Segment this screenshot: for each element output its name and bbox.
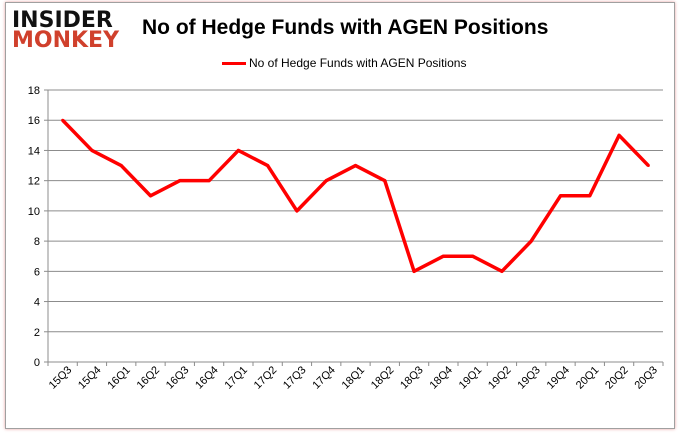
x-tick-label: 18Q4 [427, 364, 455, 392]
data-point [119, 164, 123, 168]
x-tick-label: 20Q1 [574, 364, 602, 392]
legend-label: No of Hedge Funds with AGEN Positions [249, 56, 467, 70]
x-tick-label: 16Q4 [193, 364, 221, 392]
data-point [236, 148, 240, 152]
y-tick-label: 18 [28, 85, 40, 97]
y-tick-label: 0 [34, 357, 40, 369]
data-point [354, 164, 357, 168]
chart-frame [5, 2, 675, 429]
insider-monkey-logo: INSIDER MONKEY [12, 8, 120, 53]
data-point [588, 194, 592, 198]
x-tick-label: 17Q2 [252, 364, 280, 392]
x-tick-label: 18Q3 [398, 364, 426, 392]
y-tick-label: 2 [34, 327, 40, 339]
y-tick-label: 16 [28, 115, 40, 127]
x-tick-label: 19Q4 [545, 364, 573, 392]
x-tick-label: 18Q2 [369, 364, 397, 392]
data-point [149, 194, 152, 198]
data-point [559, 194, 562, 198]
y-tick-label: 6 [34, 266, 40, 278]
x-tick-label: 16Q3 [164, 364, 192, 392]
data-point [617, 133, 621, 137]
x-tick-label: 18Q1 [340, 364, 368, 392]
x-tick-label: 20Q3 [632, 364, 660, 392]
x-tick-label: 16Q2 [135, 364, 163, 392]
x-tick-label: 19Q3 [515, 364, 543, 392]
data-point [529, 239, 533, 243]
y-tick-label: 4 [34, 297, 40, 309]
data-point [295, 209, 299, 213]
data-point [61, 118, 65, 122]
x-tick-label: 17Q4 [310, 364, 338, 392]
x-tick-label: 19Q1 [457, 364, 485, 392]
data-point [383, 179, 387, 183]
data-point [178, 179, 182, 183]
logo-line2: MONKEY [12, 28, 120, 53]
data-point [266, 164, 270, 168]
x-tick-label: 15Q3 [47, 364, 75, 392]
x-tick-label: 19Q2 [486, 364, 514, 392]
y-tick-label: 10 [28, 206, 40, 218]
y-tick-label: 12 [28, 176, 40, 188]
data-point [412, 269, 416, 273]
y-tick-label: 8 [34, 236, 40, 248]
x-tick-label: 17Q1 [222, 364, 250, 392]
chart-title: No of Hedge Funds with AGEN Positions [142, 16, 549, 39]
data-point [90, 148, 94, 152]
data-point [207, 179, 211, 183]
x-tick-label: 16Q1 [105, 364, 133, 392]
legend-swatch [222, 61, 246, 65]
logo-line1: INSIDER [12, 8, 113, 33]
x-tick-label: 17Q3 [281, 364, 309, 392]
x-tick-label: 15Q4 [76, 364, 104, 392]
legend: No of Hedge Funds with AGEN Positions [222, 56, 466, 70]
y-tick-label: 14 [28, 145, 40, 157]
data-point [324, 179, 328, 183]
data-point [646, 164, 650, 168]
data-point [441, 254, 445, 258]
x-tick-label: 20Q2 [603, 364, 631, 392]
data-point [500, 269, 504, 273]
data-point [471, 254, 475, 258]
